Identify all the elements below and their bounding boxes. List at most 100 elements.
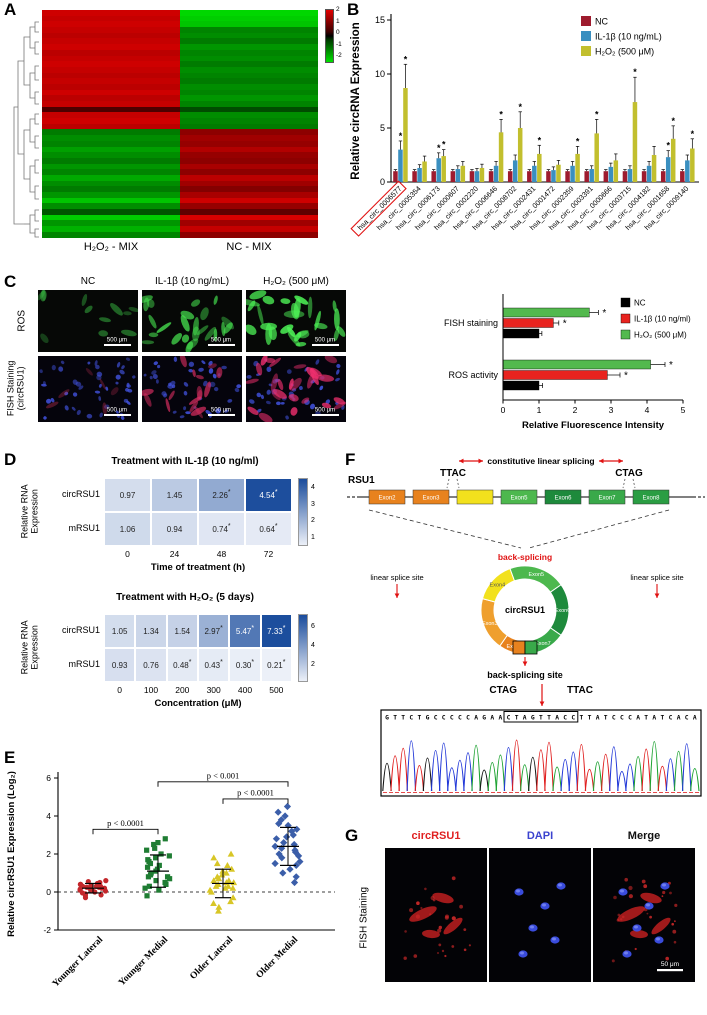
svg-text:Exon6: Exon6: [555, 608, 571, 614]
scale-bar: [657, 969, 683, 972]
svg-text:*: *: [576, 136, 580, 146]
heatmap-cell: [42, 49, 180, 56]
heatmap-cell: [42, 32, 180, 39]
svg-text:T: T: [588, 715, 592, 722]
heatmap-cell: [180, 152, 318, 158]
scatter-point: [213, 860, 221, 867]
svg-text:*: *: [499, 109, 503, 119]
svg-text:Relative Fluorescence Intensit: Relative Fluorescence Intensity: [522, 420, 665, 431]
heatmap-cell: [42, 174, 180, 181]
svg-text:*: *: [691, 129, 695, 139]
svg-text:NC: NC: [595, 17, 608, 27]
scatter-point: [224, 882, 232, 889]
scatter-point: [227, 898, 234, 905]
svg-text:C: C: [571, 715, 575, 722]
bar: [502, 359, 651, 370]
heatmap-cell: [42, 129, 180, 136]
junction-box: [524, 640, 538, 655]
scatter-point: [156, 887, 162, 893]
heatmap-cells: 1.05 1.34 1.54 2.97 * 5.47 * 7.33 * 0.93 0.76 0.48 *…: [104, 614, 292, 682]
svg-text:linear splice site: linear splice site: [630, 573, 683, 582]
svg-text:*: *: [442, 140, 446, 150]
colorbar-tick: 0: [336, 29, 340, 36]
heatmap-cell: [180, 27, 318, 33]
svg-text:Younger Lateral: Younger Lateral: [51, 935, 105, 989]
svg-text:0: 0: [501, 405, 506, 415]
heatmap-cell: [42, 61, 180, 67]
bar: [613, 160, 619, 182]
scatter-point: [162, 836, 168, 842]
bar: [474, 171, 480, 182]
heatmap-cell: [42, 157, 180, 164]
svg-text:2: 2: [46, 849, 51, 859]
scatter-point: [146, 883, 152, 889]
svg-text:T: T: [515, 715, 519, 722]
scale-bar: [104, 414, 131, 416]
heatmap-cell: 0.97: [104, 478, 151, 512]
svg-text:T: T: [393, 715, 397, 722]
legend-swatch: [620, 329, 631, 340]
svg-text:CTAG: CTAG: [489, 685, 517, 696]
svg-text:5: 5: [380, 123, 385, 133]
heatmap-cell: [180, 55, 318, 62]
svg-text:RSU1: RSU1: [348, 475, 375, 486]
heatmap-cell: [42, 106, 180, 113]
exon-box: [544, 489, 582, 505]
heatmap-cell: [180, 118, 318, 124]
svg-text:*: *: [563, 319, 567, 330]
heatmap-cell: [180, 101, 318, 107]
svg-text:0: 0: [46, 887, 51, 897]
heatmap-cell: [42, 21, 180, 28]
heatmap-cell: [180, 21, 318, 28]
heatmap-cell: [180, 220, 318, 227]
svg-text:T: T: [418, 715, 422, 722]
heatmap-cell: [180, 83, 318, 90]
bar: [680, 171, 685, 182]
bar: [632, 102, 638, 182]
legend-swatch: [620, 313, 631, 324]
heatmap-cell: 2.26 *: [198, 478, 245, 512]
heatmap-cell: [180, 146, 318, 153]
column-label-nc-mix: NC - MIX: [226, 241, 272, 253]
scatter-point: [103, 878, 109, 884]
x-tick-label: 200: [175, 685, 190, 695]
heatmap-cell: 0.94: [151, 512, 198, 546]
colorbar-tick: 6: [311, 623, 315, 630]
x-axis-label: Concentration (μM): [154, 698, 242, 709]
significance-bracket: [222, 798, 289, 804]
micrograph-image: 500 μm: [142, 356, 242, 422]
svg-text:G: G: [426, 715, 430, 722]
scatter-point: [290, 878, 299, 887]
heatmap-cell: [42, 89, 180, 96]
svg-text:A: A: [596, 715, 600, 722]
bar: [431, 171, 436, 182]
exon-box: [412, 489, 450, 505]
colorbar-tick: 4: [311, 484, 315, 491]
svg-text:500 μm: 500 μm: [211, 338, 231, 344]
bar: [690, 148, 695, 182]
heatmap-cell: [180, 129, 318, 136]
row-label-circrsu1: circRSU1: [61, 625, 100, 635]
scatter-point: [281, 812, 289, 820]
svg-text:*: *: [595, 109, 599, 119]
svg-text:Exon3: Exon3: [422, 496, 440, 502]
scatter-point: [166, 853, 172, 859]
scatter-point: [279, 869, 287, 877]
micrograph-image: 500 μm: [38, 356, 138, 422]
scatter-point: [221, 884, 229, 891]
bar: [551, 170, 556, 182]
svg-text:1: 1: [537, 405, 542, 415]
svg-text:C: C: [669, 715, 673, 722]
svg-text:Exon7: Exon7: [535, 641, 551, 647]
colorbar-tick: 1: [336, 17, 340, 25]
heatmap-cell: [42, 180, 180, 187]
scatter-point: [283, 802, 292, 811]
heatmap-cells: 0.97 1.45 2.26 * 4.54 * 1.06 0.94 0.74 * 0.64 *: [104, 478, 292, 546]
bar: [556, 164, 561, 182]
bar: [608, 166, 614, 182]
heatmap-cell: [180, 44, 318, 50]
svg-text:Exon5: Exon5: [528, 572, 544, 578]
colorbar-tick: -2: [336, 52, 342, 59]
heatmap-cell: [42, 140, 180, 147]
scatter-point: [215, 875, 223, 882]
